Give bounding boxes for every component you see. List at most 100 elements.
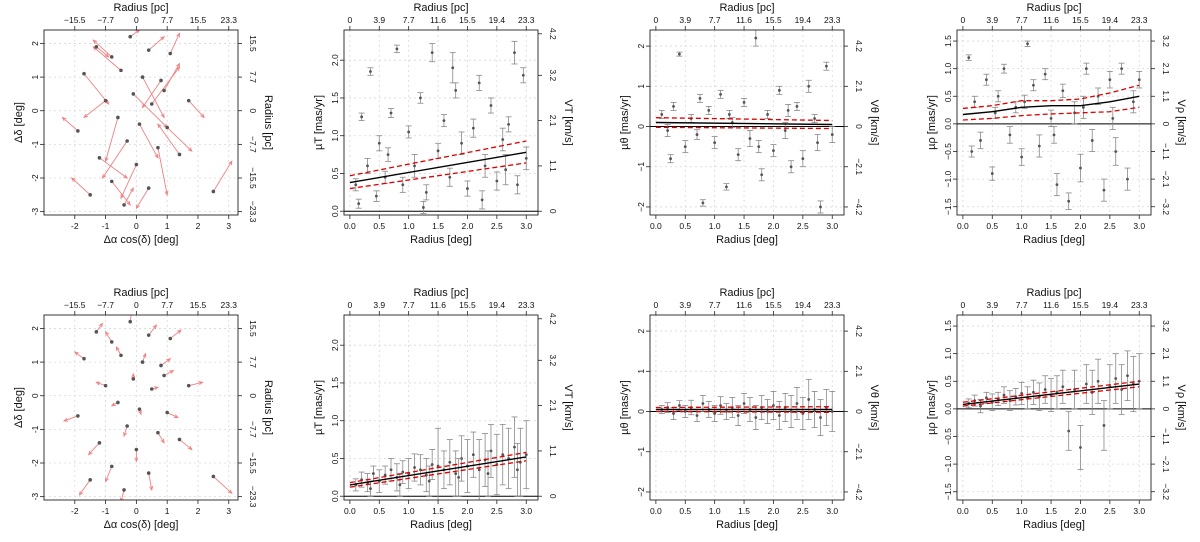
data-point bbox=[1108, 78, 1112, 82]
star-point bbox=[211, 189, 216, 194]
top-tick-label: 7.7 bbox=[403, 15, 415, 25]
panel-mutheta-top: 0.0 0.5 1.0 1.5 2.0 2.5 3.0 −2 −1 0 1 2 0 3.9 7.7 11.6 1… bbox=[619, 2, 880, 246]
data-point bbox=[427, 479, 431, 483]
star-point bbox=[122, 488, 126, 492]
data-point bbox=[395, 47, 399, 51]
top-axis-label: Radius [pc] bbox=[1026, 2, 1081, 14]
data-point bbox=[1126, 177, 1129, 181]
data-point bbox=[979, 404, 982, 408]
top-tick-label: 11.6 bbox=[1043, 300, 1059, 310]
right-tick-label: −15.5 bbox=[248, 452, 258, 474]
data-point bbox=[1061, 385, 1065, 389]
star-point bbox=[159, 78, 163, 83]
grid bbox=[44, 30, 238, 215]
data-point bbox=[466, 187, 469, 190]
star-point bbox=[137, 122, 142, 126]
axes-frame bbox=[956, 29, 1152, 216]
top-tick-label: 23.3 bbox=[220, 300, 237, 310]
pm-vector-arrowhead bbox=[160, 438, 165, 444]
y-tick-label: 0.5 bbox=[330, 167, 340, 179]
y-tick-label: −0.5 bbox=[943, 143, 953, 160]
data-point bbox=[777, 88, 781, 92]
y-tick-label: 1.5 bbox=[943, 35, 953, 47]
data-point bbox=[1052, 133, 1056, 137]
confidence-band-upper bbox=[349, 451, 527, 484]
x-axis-label: Radius [deg] bbox=[1023, 519, 1085, 531]
top-tick-label: −15.5 bbox=[64, 15, 86, 25]
top-tick-label: 15.5 bbox=[1072, 300, 1089, 310]
pm-vector-arrow bbox=[92, 46, 122, 71]
x-axis-label: Radius [deg] bbox=[1023, 234, 1085, 246]
pm-vector-arrowhead bbox=[187, 445, 193, 451]
right-tick-label: 7.7 bbox=[248, 356, 258, 368]
data-point bbox=[725, 185, 728, 189]
right-tick-label: 0 bbox=[548, 494, 558, 499]
top-axis-label: Radius [pc] bbox=[413, 2, 468, 14]
x-tick-label: 0 bbox=[134, 506, 139, 516]
y-tick-label: 2 bbox=[636, 328, 646, 333]
pm-vector-arrow bbox=[120, 164, 137, 199]
star-point bbox=[149, 387, 154, 391]
pm-vector-arrowhead bbox=[164, 190, 169, 196]
data-point bbox=[486, 472, 490, 475]
y-tick-label: −1 bbox=[636, 447, 646, 457]
y-axis-label: µθ [mas/yr] bbox=[619, 380, 631, 435]
right-tick-label: 4.2 bbox=[548, 28, 558, 40]
data-point bbox=[979, 139, 982, 142]
pm-vector-arrow bbox=[169, 329, 182, 339]
right-tick-label: 2.1 bbox=[854, 80, 864, 92]
x-tick-label: 3.0 bbox=[1133, 221, 1145, 231]
pm-vector-arrow bbox=[157, 432, 165, 444]
right-tick-label: 1.1 bbox=[1161, 90, 1171, 102]
x-tick-label: 2.5 bbox=[491, 221, 503, 231]
data-point bbox=[824, 64, 828, 68]
pm-vector-arrowhead bbox=[78, 490, 84, 496]
top-tick-label: 11.6 bbox=[430, 15, 446, 25]
data-point bbox=[757, 145, 761, 149]
data-point bbox=[451, 66, 455, 70]
data-point bbox=[448, 175, 452, 179]
data-point bbox=[1023, 100, 1027, 104]
right-tick-label: −3.2 bbox=[1161, 198, 1171, 215]
y-tick-label: -3 bbox=[30, 493, 40, 501]
right-tick-label: 4.2 bbox=[548, 313, 558, 325]
star-point bbox=[76, 414, 80, 418]
top-tick-label: 11.6 bbox=[736, 15, 752, 25]
data-point bbox=[386, 153, 390, 156]
plot-area bbox=[61, 30, 233, 210]
y-tick-label: 2.0 bbox=[330, 339, 340, 351]
top-tick-label: 19.4 bbox=[489, 15, 506, 25]
data-point bbox=[713, 141, 717, 145]
top-tick-label: 15.5 bbox=[1072, 15, 1089, 25]
pm-vector-arrow bbox=[148, 324, 157, 336]
pm-vector-arrowhead bbox=[62, 417, 69, 422]
y-tick-label: −0.5 bbox=[943, 428, 953, 445]
data-point bbox=[1102, 424, 1106, 427]
data-point bbox=[513, 445, 516, 449]
pm-vector-arrow bbox=[132, 93, 168, 128]
pm-vector-arrow bbox=[169, 33, 180, 54]
y-tick-label: -1 bbox=[30, 140, 40, 148]
data-point bbox=[1131, 100, 1135, 104]
data-point bbox=[1079, 446, 1082, 449]
data-point bbox=[830, 410, 834, 413]
star-point bbox=[131, 92, 136, 96]
top-tick-label: 11.6 bbox=[1043, 15, 1059, 25]
data-point bbox=[1067, 199, 1071, 203]
data-point bbox=[454, 472, 458, 475]
confidence-band-lower bbox=[655, 126, 833, 130]
x-tick-label: -2 bbox=[71, 506, 79, 516]
y-tick-label: -2 bbox=[30, 459, 40, 467]
data-point bbox=[477, 468, 481, 472]
top-tick-label: 19.4 bbox=[1102, 15, 1119, 25]
top-tick-label: 11.6 bbox=[736, 300, 752, 310]
pm-vector-arrow bbox=[139, 123, 159, 159]
plot-area bbox=[344, 416, 538, 500]
right-tick-label: 0 bbox=[248, 108, 258, 113]
star-point bbox=[103, 98, 108, 103]
fit-line bbox=[349, 151, 527, 184]
data-point bbox=[1096, 379, 1100, 383]
panel-murho-top: 0.0 0.5 1.0 1.5 2.0 2.5 3.0 −1.5 −1.0 −0.5 0.0 0.5 1… bbox=[926, 2, 1187, 246]
right-tick-label: 1.1 bbox=[548, 160, 558, 172]
data-point bbox=[413, 164, 416, 168]
